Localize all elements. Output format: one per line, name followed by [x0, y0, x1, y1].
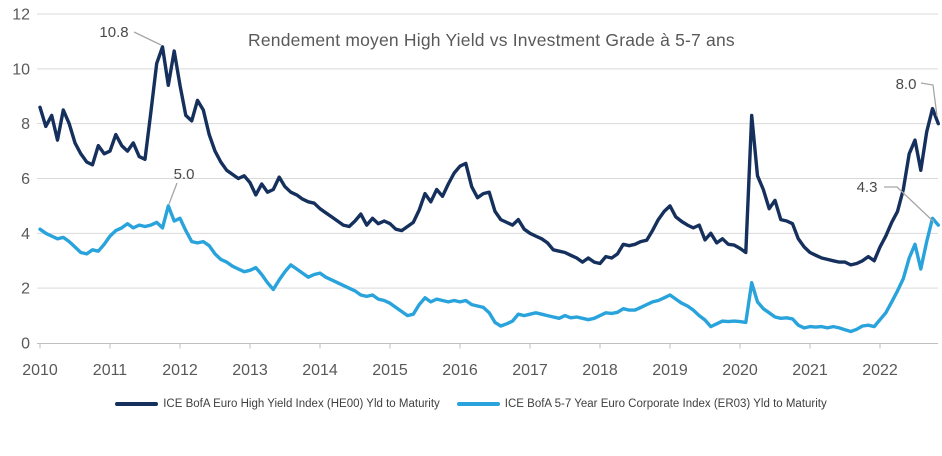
- annotation-value-label: 5.0: [174, 166, 195, 183]
- annotation-value-label: 4.3: [857, 179, 878, 196]
- legend-label-high-yield: ICE BofA Euro High Yield Index (HE00) Yl…: [163, 398, 440, 410]
- x-axis-label: 2016: [442, 362, 478, 379]
- y-axis-label: 0: [21, 336, 30, 353]
- annotation-value-label: 8.0: [896, 76, 917, 93]
- legend-swatch-corporate-line: [456, 401, 500, 407]
- x-axis-label: 2013: [232, 362, 268, 379]
- x-axis-label: 2017: [512, 362, 548, 379]
- series-corporate-line: [38, 204, 940, 334]
- legend-swatch-high-yield-line: [115, 401, 159, 407]
- x-axis-label: 2012: [162, 362, 198, 379]
- legend-item-corporate: ICE BofA 5-7 Year Euro Corporate Index (…: [456, 398, 827, 410]
- x-axis-label: 2021: [792, 362, 828, 379]
- y-axis-label: 12: [12, 7, 30, 24]
- y-axis-label: 6: [21, 171, 30, 188]
- legend-label-corporate: ICE BofA 5-7 Year Euro Corporate Index (…: [504, 398, 827, 410]
- x-axis-label: 2015: [372, 362, 408, 379]
- y-axis-label: 10: [12, 61, 30, 78]
- y-axis-label: 2: [21, 281, 30, 298]
- x-axis-label: 2018: [582, 362, 618, 379]
- legend-item-high-yield: ICE BofA Euro High Yield Index (HE00) Yl…: [115, 398, 440, 410]
- chart-title: Rendement moyen High Yield vs Investment…: [248, 30, 735, 50]
- annotation-leader: [168, 182, 178, 205]
- y-axis-label: 4: [21, 226, 30, 243]
- y-axis-label: 8: [21, 116, 30, 133]
- x-axis-label: 2014: [302, 362, 338, 379]
- x-axis-label: 2020: [722, 362, 758, 379]
- x-axis-label: 2010: [22, 362, 58, 379]
- annotation-leader: [133, 31, 162, 46]
- x-axis-label: 2019: [652, 362, 688, 379]
- series-high-yield-line: [38, 45, 940, 267]
- x-axis-label: 2011: [93, 362, 128, 379]
- annotation-leader: [884, 186, 935, 223]
- annotation-leader: [920, 82, 938, 117]
- annotation-value-label: 10.8: [99, 24, 128, 41]
- chart-legend: ICE BofA Euro High Yield Index (HE00) Yl…: [0, 398, 942, 410]
- x-axis-label: 2022: [862, 362, 898, 379]
